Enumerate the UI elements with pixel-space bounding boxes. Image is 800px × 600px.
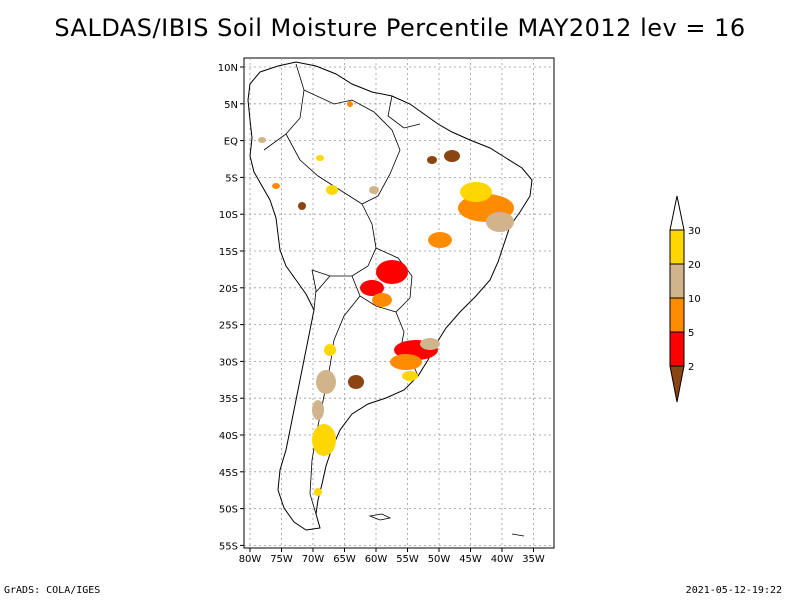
lon-label: 65W (333, 554, 356, 565)
lat-label: 35S (219, 394, 238, 405)
lat-label: 50S (219, 505, 238, 516)
country-borders (263, 63, 421, 515)
falkland-islands (368, 513, 392, 521)
lon-label: 60W (365, 554, 388, 565)
lat-label: 25S (219, 321, 238, 332)
lat-label: 5N (224, 100, 238, 111)
lon-label: 40W (491, 554, 514, 565)
legend-swatch (669, 297, 685, 333)
legend-swatch (669, 331, 685, 367)
color-legend: 2 5 10 20 30 (669, 195, 701, 403)
legend-top-arrow (669, 195, 685, 231)
lon-label: 70W (302, 554, 325, 565)
legend-label: 30 (688, 226, 701, 237)
legend-swatch (669, 229, 685, 265)
lat-label: 45S (219, 468, 238, 479)
map-frame (243, 57, 555, 549)
lon-label: 75W (270, 554, 293, 565)
map-title: SALDAS/IBIS Soil Moisture Percentile MAY… (54, 14, 746, 42)
footer-timestamp: 2021-05-12-19:22 (685, 585, 782, 596)
legend-label: 10 (688, 294, 701, 305)
lat-label: 30S (219, 357, 238, 368)
lat-label: 10N (218, 63, 238, 74)
map-ticks: 10N 5N EQ 5S 10S 15S 20S 25S 30S 35S 40S 45S 50S 55S8… (218, 63, 545, 565)
map-grid (244, 58, 554, 548)
lon-label: 45W (459, 554, 482, 565)
south-america-outline (247, 61, 533, 531)
percentile-patches (258, 101, 514, 496)
footer-credit: GrADS: COLA/IGES (4, 585, 101, 596)
lat-label: 55S (219, 541, 238, 552)
south-georgia (511, 533, 525, 537)
lat-label: 5S (225, 173, 238, 184)
legend-bottom-arrow (669, 365, 685, 403)
legend-swatch (669, 263, 685, 299)
lat-label: 20S (219, 284, 238, 295)
lat-label: 40S (219, 431, 238, 442)
legend-label: 5 (688, 328, 694, 339)
lon-label: 35W (522, 554, 545, 565)
lat-label: EQ (224, 137, 238, 148)
lon-label: 50W (428, 554, 451, 565)
lon-label: 55W (396, 554, 419, 565)
lat-label: 10S (219, 210, 238, 221)
lon-label: 80W (239, 554, 262, 565)
lat-label: 15S (219, 247, 238, 258)
legend-label: 2 (688, 362, 694, 373)
legend-label: 20 (688, 260, 701, 271)
